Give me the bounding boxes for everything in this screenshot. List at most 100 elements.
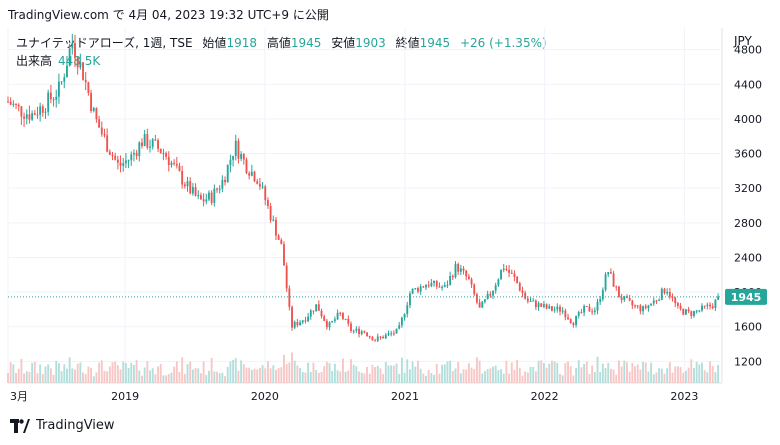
volume-bar [701,362,703,383]
volume-bar [532,366,535,383]
candle-body [162,153,165,155]
candle-body [486,293,489,300]
candle-body [518,283,521,291]
candle-body [623,296,626,300]
candle-body [398,325,401,329]
candle-body [229,159,232,166]
candle-body [342,312,344,320]
volume-bar [309,371,312,383]
candle-body [604,274,607,290]
volume-bar [253,368,256,383]
volume-bar [342,358,344,383]
candle-body [261,186,264,188]
candle-body [232,155,235,160]
volume-bar [98,362,101,383]
volume-bar [111,362,114,383]
volume-bar [588,374,591,383]
volume-bar [358,371,360,383]
volume-bar [492,366,494,383]
volume-bar [277,368,280,383]
footer-brand[interactable]: TradingView [36,418,115,433]
volume-bar [639,369,642,383]
candle-body [684,309,687,315]
candle-body [660,288,663,300]
volume-bar [143,367,146,383]
volume-bar [684,370,687,383]
volume-bar [315,370,318,383]
volume-bar [49,368,52,383]
candle-body [489,293,492,296]
symbol-label[interactable]: ユナイテッドアローズ, 1週, TSE [16,36,193,50]
y-tick-label: 1600 [734,321,762,334]
volume-bar [116,365,119,383]
volume-bar [162,375,165,383]
candle-body [291,306,293,328]
candle-body [679,305,682,309]
candle-body [400,317,403,326]
candle-body [87,82,90,94]
volume-bar [392,365,395,383]
candle-body [577,312,580,316]
candle-body [438,286,441,288]
candle-body [690,311,693,316]
candle-body [599,299,602,302]
candle-body [76,57,79,68]
candle-body [352,330,355,332]
volume-bar [275,369,277,383]
candle-body [183,184,186,187]
candle-body [103,133,106,136]
candle-body [17,104,20,107]
candle-body [95,108,98,120]
candle-body [446,284,449,286]
volume-bar [218,373,221,383]
candle-body [406,305,409,315]
volume-bar [328,363,331,383]
candle-body [98,119,101,128]
volume-bar [438,373,441,383]
volume-bar [419,368,422,383]
candle-body [283,244,285,266]
candle-body [127,160,130,162]
volume-bar [430,373,433,383]
volume-bar [20,358,23,383]
volume-bar [518,367,521,383]
candle-body [197,195,200,197]
candle-body [285,265,288,289]
volume-bar [489,368,492,383]
candle-body [703,305,706,307]
x-tick-label: 2019 [111,390,139,403]
volume-bar [660,368,663,383]
volume-bar [671,372,674,383]
candle-body [116,159,119,163]
candle-body [122,163,125,166]
x-tick-label: 3月 [10,390,28,403]
x-tick-label: 2021 [391,390,419,403]
volume-bar [90,367,93,383]
volume-bar [175,361,178,383]
volume-bar [325,361,328,383]
candle-body [411,288,414,294]
candle-body [299,322,302,326]
candle-body [333,319,336,321]
volume-bar [636,364,639,383]
candle-body [309,310,312,317]
candle-body [371,336,374,341]
volume-label: 出来高 [16,54,53,68]
volume-bar [31,362,34,383]
volume-bar [647,371,650,383]
candle-body [210,192,213,203]
volume-bar [601,363,604,383]
volume-bar [76,363,79,383]
candle-body [408,293,411,306]
volume-bar [422,373,425,383]
volume-bar [74,369,76,383]
volume-bar [524,371,527,383]
candle-body [709,304,711,307]
volume-bar [626,362,628,383]
volume-bar [596,356,599,383]
volume-bar [470,367,473,383]
candle-body [15,103,17,105]
candle-body [451,275,454,278]
candle-body [272,219,275,221]
